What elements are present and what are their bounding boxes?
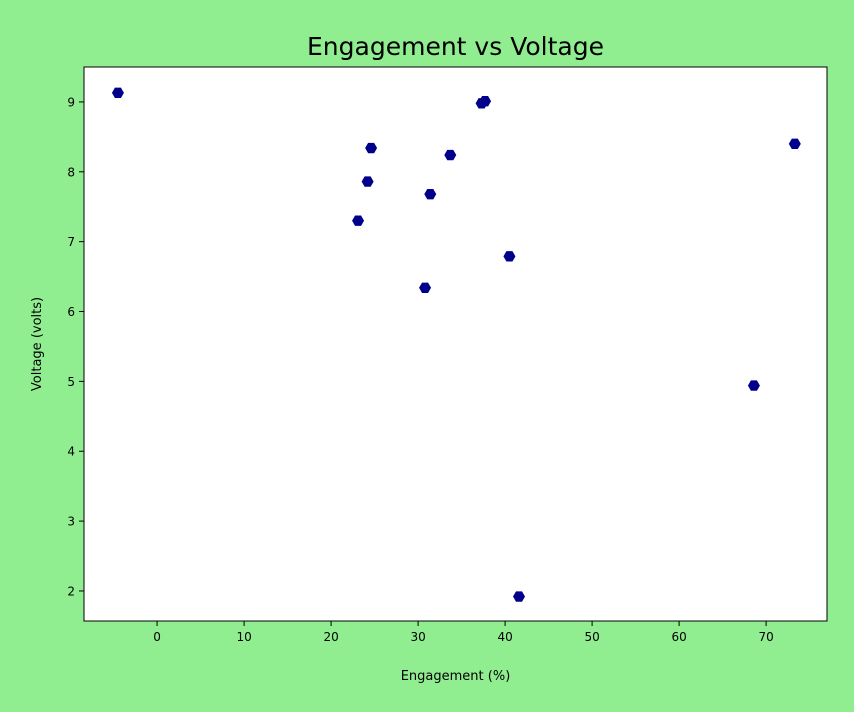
x-tick-label: 30: [410, 630, 425, 644]
data-point: [747, 380, 760, 391]
y-tick-label: 4: [67, 445, 75, 459]
y-tick-label: 3: [67, 515, 75, 529]
y-tick-label: 2: [67, 584, 75, 598]
data-point: [365, 142, 378, 154]
data-point: [111, 87, 124, 99]
data-point: [419, 282, 432, 293]
x-tick-label: 70: [758, 630, 773, 644]
data-point: [503, 251, 516, 262]
plot-area: [83, 66, 828, 622]
x-axis: 0 10 20 30 40 50 60 70: [153, 621, 774, 644]
x-tick-label: 50: [584, 630, 599, 644]
y-tick-label: 6: [67, 305, 75, 319]
y-tick-label: 5: [67, 375, 75, 389]
data-point: [479, 96, 492, 107]
x-tick-label: 60: [671, 630, 686, 644]
y-tick-label: 9: [67, 95, 75, 109]
y-axis-label: Voltage (volts): [30, 297, 45, 391]
x-axis-label: Engagement (%): [401, 669, 511, 684]
data-point: [352, 215, 365, 226]
y-axis: 2 3 4 5 6 7 8 9: [67, 95, 84, 598]
chart-title: Engagement vs Voltage: [307, 32, 604, 61]
x-tick-label: 0: [153, 630, 161, 644]
data-point: [424, 188, 437, 200]
data-points: [111, 87, 801, 602]
y-tick-label: 7: [67, 235, 75, 249]
y-tick-label: 8: [67, 165, 75, 179]
x-tick-label: 10: [236, 630, 251, 644]
data-point: [513, 591, 526, 602]
data-point: [788, 138, 801, 150]
data-point: [361, 176, 374, 187]
data-point: [444, 149, 457, 161]
x-tick-label: 20: [323, 630, 338, 644]
x-tick-label: 40: [497, 630, 512, 644]
